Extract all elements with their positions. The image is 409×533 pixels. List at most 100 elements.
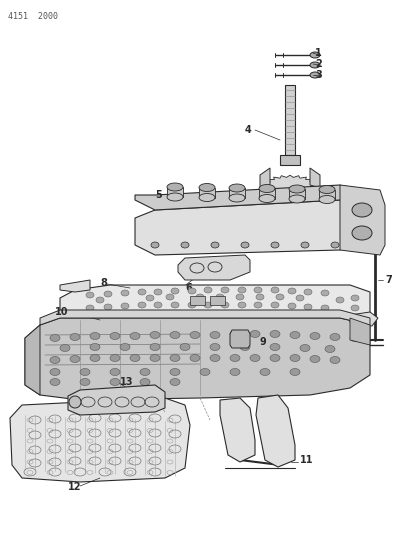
Ellipse shape <box>309 72 319 78</box>
Ellipse shape <box>139 368 150 376</box>
Ellipse shape <box>309 333 319 340</box>
Ellipse shape <box>209 343 220 351</box>
Ellipse shape <box>237 302 245 308</box>
Ellipse shape <box>289 354 299 361</box>
Ellipse shape <box>329 357 339 364</box>
Ellipse shape <box>180 343 189 351</box>
Ellipse shape <box>320 290 328 296</box>
Ellipse shape <box>270 354 279 361</box>
Polygon shape <box>60 280 90 292</box>
Polygon shape <box>309 168 319 188</box>
Ellipse shape <box>270 343 279 351</box>
Ellipse shape <box>121 303 129 309</box>
Ellipse shape <box>329 334 339 341</box>
Ellipse shape <box>240 242 248 248</box>
Ellipse shape <box>229 354 239 361</box>
Ellipse shape <box>90 343 100 351</box>
Ellipse shape <box>220 302 229 308</box>
Polygon shape <box>255 395 294 467</box>
Ellipse shape <box>130 333 139 340</box>
Ellipse shape <box>110 354 120 361</box>
Ellipse shape <box>350 305 358 311</box>
Ellipse shape <box>189 332 200 338</box>
Ellipse shape <box>288 185 304 193</box>
Ellipse shape <box>349 335 359 342</box>
Ellipse shape <box>80 378 90 385</box>
Text: 11: 11 <box>299 455 313 465</box>
Polygon shape <box>318 190 334 199</box>
Ellipse shape <box>204 302 211 308</box>
Ellipse shape <box>303 289 311 295</box>
Ellipse shape <box>70 334 80 341</box>
Ellipse shape <box>289 332 299 338</box>
Text: 13: 13 <box>120 377 133 387</box>
Ellipse shape <box>150 343 160 351</box>
Ellipse shape <box>60 344 70 351</box>
Text: 4151  2000: 4151 2000 <box>8 12 58 21</box>
Ellipse shape <box>110 378 120 385</box>
Ellipse shape <box>146 295 154 301</box>
Polygon shape <box>259 168 270 188</box>
Ellipse shape <box>86 305 94 311</box>
Ellipse shape <box>104 304 112 310</box>
Ellipse shape <box>258 184 274 192</box>
Polygon shape <box>220 398 254 462</box>
Ellipse shape <box>188 288 196 294</box>
Ellipse shape <box>299 344 309 351</box>
Ellipse shape <box>171 302 179 308</box>
Polygon shape <box>40 310 369 325</box>
Ellipse shape <box>139 378 150 385</box>
Ellipse shape <box>303 304 311 310</box>
Ellipse shape <box>318 196 334 204</box>
Ellipse shape <box>249 354 259 361</box>
Ellipse shape <box>171 288 179 294</box>
Polygon shape <box>135 200 359 255</box>
Text: 6: 6 <box>184 283 191 293</box>
Ellipse shape <box>166 294 173 300</box>
Ellipse shape <box>154 289 162 295</box>
Polygon shape <box>229 330 249 348</box>
Ellipse shape <box>351 203 371 217</box>
Ellipse shape <box>80 368 90 376</box>
Ellipse shape <box>120 343 130 351</box>
Ellipse shape <box>166 193 182 201</box>
Text: 5: 5 <box>155 190 162 200</box>
Ellipse shape <box>90 333 100 340</box>
Ellipse shape <box>229 184 245 192</box>
Text: 9: 9 <box>259 337 266 347</box>
Ellipse shape <box>50 378 60 385</box>
Ellipse shape <box>50 357 60 364</box>
Ellipse shape <box>50 335 60 342</box>
Ellipse shape <box>220 287 229 293</box>
Polygon shape <box>198 188 214 198</box>
Ellipse shape <box>170 354 180 361</box>
Polygon shape <box>178 255 249 280</box>
Ellipse shape <box>258 195 274 203</box>
Polygon shape <box>25 325 40 395</box>
Ellipse shape <box>255 294 263 300</box>
Ellipse shape <box>275 294 283 300</box>
Polygon shape <box>209 296 225 305</box>
Ellipse shape <box>295 295 303 301</box>
Ellipse shape <box>249 330 259 337</box>
Polygon shape <box>229 188 245 198</box>
Circle shape <box>69 396 81 408</box>
Ellipse shape <box>270 287 278 293</box>
Ellipse shape <box>209 332 220 338</box>
Polygon shape <box>135 185 359 210</box>
Ellipse shape <box>200 368 209 376</box>
Ellipse shape <box>150 332 160 338</box>
Text: 12: 12 <box>68 482 81 492</box>
Ellipse shape <box>270 330 279 337</box>
Ellipse shape <box>335 297 343 303</box>
Ellipse shape <box>259 368 270 376</box>
Ellipse shape <box>110 333 120 340</box>
Ellipse shape <box>287 288 295 294</box>
Text: 3: 3 <box>314 70 321 80</box>
Polygon shape <box>60 285 369 320</box>
Polygon shape <box>339 185 384 255</box>
Ellipse shape <box>239 343 249 351</box>
Ellipse shape <box>196 294 204 300</box>
Text: 10: 10 <box>55 307 68 317</box>
Ellipse shape <box>309 356 319 362</box>
